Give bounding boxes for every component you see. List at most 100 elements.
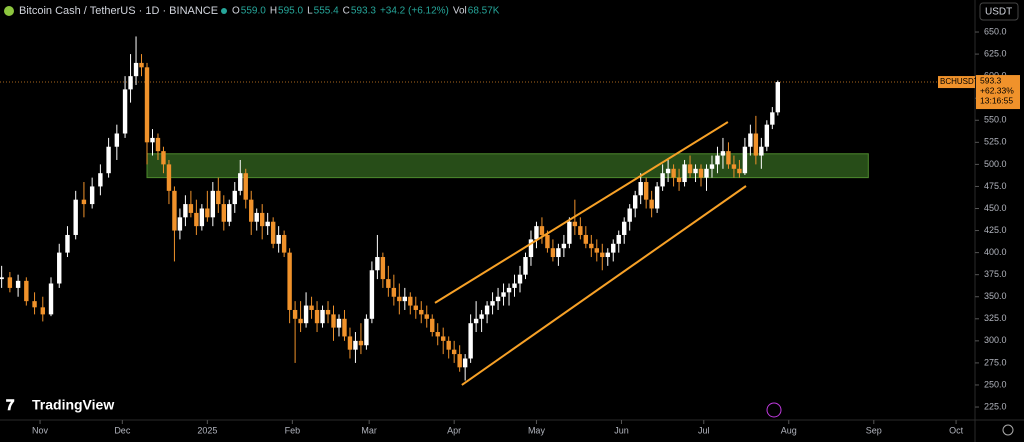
candle-body <box>314 309 320 324</box>
candle-body <box>764 124 770 147</box>
candle-body <box>682 164 687 183</box>
change: +34.2 (+6.12%) <box>380 6 449 17</box>
candle-body <box>139 62 144 68</box>
candle-body <box>578 226 583 235</box>
candle-body <box>309 305 314 310</box>
candle-body <box>375 257 380 271</box>
volume-label: Vol <box>453 6 467 17</box>
candle-body <box>364 318 369 346</box>
candle-body <box>133 62 139 77</box>
candle-body <box>243 173 248 200</box>
candle-body <box>468 323 473 359</box>
candle-body <box>446 340 451 350</box>
ohlc-value: 595.0 <box>278 6 303 17</box>
candle-body <box>65 234 70 253</box>
symbol-tag <box>938 76 975 89</box>
candle-body <box>177 217 183 231</box>
currency[interactable]: USDT <box>985 7 1012 18</box>
price-tag-price: 593.3 <box>980 75 1002 85</box>
candle-body <box>353 340 358 350</box>
candle-body <box>259 212 265 227</box>
ohlc-value: 593.3 <box>351 6 376 17</box>
status-dot <box>221 8 227 14</box>
candle-body <box>632 195 638 209</box>
price-tag <box>976 75 1020 110</box>
candle-body <box>479 314 484 319</box>
ohlc-label: C <box>343 6 350 17</box>
candle-body <box>638 182 643 196</box>
candle-body <box>561 243 567 249</box>
price-tag-change: +62.33% <box>980 85 1014 95</box>
candle-body <box>216 190 221 205</box>
candle-body <box>347 336 353 350</box>
candle-body <box>627 208 632 222</box>
y-tick-label: 450.0 <box>984 203 1007 213</box>
candle-body <box>24 280 29 302</box>
currency-button[interactable] <box>979 2 1019 21</box>
candle-body <box>550 248 556 258</box>
ohlc-label: O <box>232 6 240 17</box>
candle-body <box>303 305 309 324</box>
symbol-title: Bitcoin Cash / TetherUS · 1D · BINANCE <box>19 5 218 17</box>
candle-body <box>671 168 676 178</box>
ohlc-value: 559.0 <box>241 6 266 17</box>
candle-body <box>199 208 205 227</box>
y-tick-label: 375.0 <box>984 269 1007 279</box>
settings-icon[interactable] <box>1002 424 1014 436</box>
candle-body <box>605 252 610 258</box>
candle-body <box>221 204 226 222</box>
x-tick-label: 2025 <box>197 425 217 435</box>
candle-body <box>150 137 155 143</box>
channel-line <box>461 185 747 386</box>
y-tick-label: 325.0 <box>984 313 1007 323</box>
event-icon[interactable] <box>766 402 782 418</box>
candle-body <box>249 199 254 222</box>
candle-body <box>424 314 429 319</box>
candle-body <box>106 146 111 174</box>
candle-body <box>292 309 298 319</box>
candle-body <box>342 318 347 337</box>
candle-body <box>369 270 375 319</box>
candle-body <box>512 283 517 288</box>
candle-body <box>430 318 435 333</box>
channel-line <box>434 121 729 304</box>
candle-body <box>98 173 103 187</box>
logo-text: TradingView <box>32 397 114 413</box>
candle-body <box>600 252 605 258</box>
x-tick-label: Jul <box>698 425 710 435</box>
candle-body <box>506 287 512 293</box>
candle-body <box>161 151 166 165</box>
candle-body <box>238 173 243 191</box>
ohlc-label: H <box>270 6 277 17</box>
candle-body <box>205 208 210 218</box>
ohlc-label: L <box>307 6 313 17</box>
candle-body <box>567 221 572 244</box>
candle-body <box>665 168 671 174</box>
candle-body <box>40 307 45 315</box>
logo-mark: 𝟕 <box>6 397 15 414</box>
price-tag-countdown: 13:16:55 <box>980 95 1013 105</box>
candle-body <box>48 283 54 315</box>
y-tick-label: 650.0 <box>984 26 1007 36</box>
candle-body <box>451 349 457 355</box>
candle-body <box>172 190 177 231</box>
candle-body <box>114 133 120 147</box>
candle-body <box>589 243 594 249</box>
candle-body <box>462 358 468 368</box>
x-tick-label: Nov <box>32 425 49 435</box>
y-tick-label: 525.0 <box>984 137 1007 147</box>
candle-body <box>622 221 627 235</box>
candle-body <box>391 287 397 297</box>
candle-body <box>7 277 13 288</box>
candle-body <box>704 168 709 178</box>
candle-body <box>0 277 4 280</box>
candle-body <box>616 234 621 244</box>
candle-body <box>402 296 408 302</box>
candle-body <box>759 146 764 156</box>
candle-body <box>358 340 364 346</box>
ohlc: O 559.0 H 595.0 L 555.4 C 593.3 +34.2 (+6.12%) Vo… <box>232 6 500 17</box>
candle-body <box>753 133 759 156</box>
y-tick-label: 425.0 <box>984 225 1007 235</box>
candle-body <box>654 186 660 209</box>
